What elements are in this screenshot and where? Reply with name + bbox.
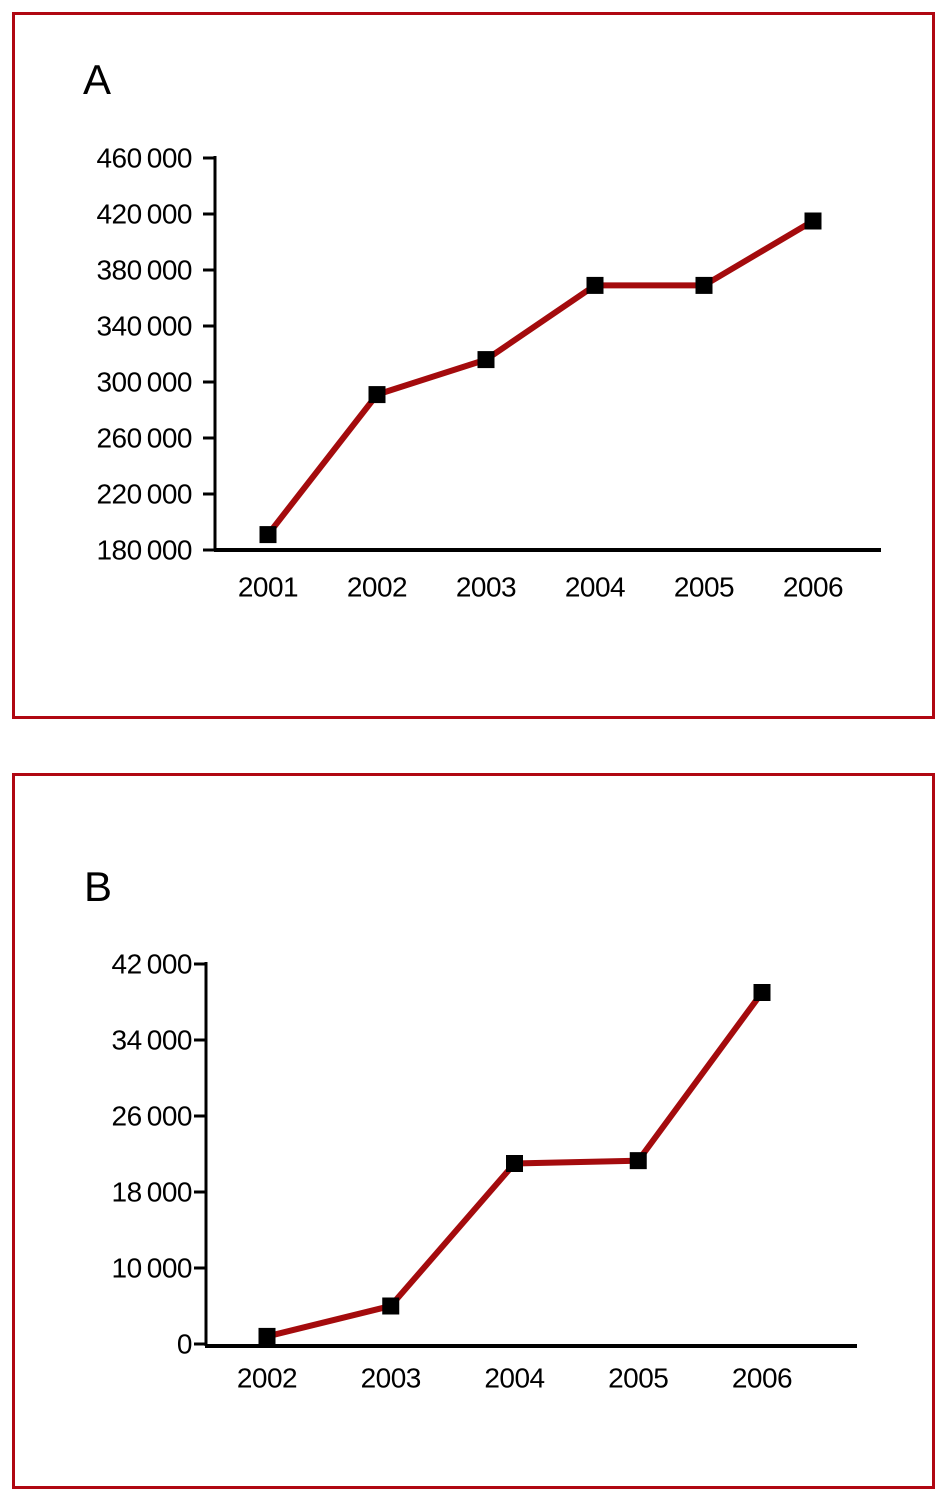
y-tick-label: 10 000 xyxy=(112,1253,192,1284)
panel-a: A 460 000 420 000 380 000 340 000 300 000 260… xyxy=(12,12,935,719)
x-tick-label: 2005 xyxy=(608,1363,668,1394)
data-point-marker xyxy=(695,276,713,294)
y-tick-label: 260 000 xyxy=(96,423,192,454)
x-tick-label: 2004 xyxy=(484,1363,544,1394)
data-point-marker xyxy=(259,526,277,544)
y-tick-label: 380 000 xyxy=(96,255,192,286)
chart-svg-B: 42 000 34 000 26 000 18 000 10 000 0 2002 2003 2… xyxy=(112,949,857,1394)
data-point-marker xyxy=(629,1152,647,1170)
panel-b: B 42 000 34 000 26 000 18 000 10 000 0 2002 200… xyxy=(12,773,935,1489)
y-tick-label: 340 000 xyxy=(96,311,192,342)
data-point-marker xyxy=(586,276,604,294)
x-tick-label: 2002 xyxy=(237,1363,297,1394)
y-tick-label: 180 000 xyxy=(96,535,192,566)
data-point-marker xyxy=(506,1155,523,1172)
y-tick-label: 300 000 xyxy=(96,367,192,398)
data-point-marker xyxy=(368,386,386,404)
data-point-marker xyxy=(753,984,771,1001)
data-point-marker xyxy=(477,351,495,369)
x-tick-label: 2003 xyxy=(361,1363,421,1394)
y-tick-label: 0 xyxy=(177,1329,192,1360)
data-point-marker xyxy=(258,1327,276,1345)
data-point-marker xyxy=(804,212,822,230)
x-tick-label: 2006 xyxy=(783,572,843,603)
x-tick-label: 2001 xyxy=(238,572,298,603)
chart-b: 42 000 34 000 26 000 18 000 10 000 0 2002 2003 2… xyxy=(15,776,932,1486)
panel-b-label: B xyxy=(84,863,113,910)
x-tick-label: 2003 xyxy=(456,572,516,603)
y-tick-label: 18 000 xyxy=(112,1177,192,1208)
y-tick-label: 460 000 xyxy=(96,143,192,174)
y-tick-label: 26 000 xyxy=(112,1101,192,1132)
y-tick-label: 34 000 xyxy=(112,1025,192,1056)
chart-svg-A: 460 000 420 000 380 000 340 000 300 000 260 0… xyxy=(96,143,881,603)
panel-a-label: A xyxy=(83,56,112,103)
y-tick-label: 420 000 xyxy=(96,199,192,230)
x-tick-label: 2006 xyxy=(732,1363,792,1394)
y-tick-label: 42 000 xyxy=(112,949,192,980)
x-tick-label: 2004 xyxy=(565,572,625,603)
trend-line xyxy=(265,218,815,537)
y-tick-label: 220 000 xyxy=(96,479,192,510)
x-tick-label: 2005 xyxy=(674,572,734,603)
data-point-marker xyxy=(382,1297,400,1315)
chart-a: 460 000 420 000 380 000 340 000 300 000 260 0… xyxy=(15,15,932,716)
x-tick-label: 2002 xyxy=(347,572,407,603)
